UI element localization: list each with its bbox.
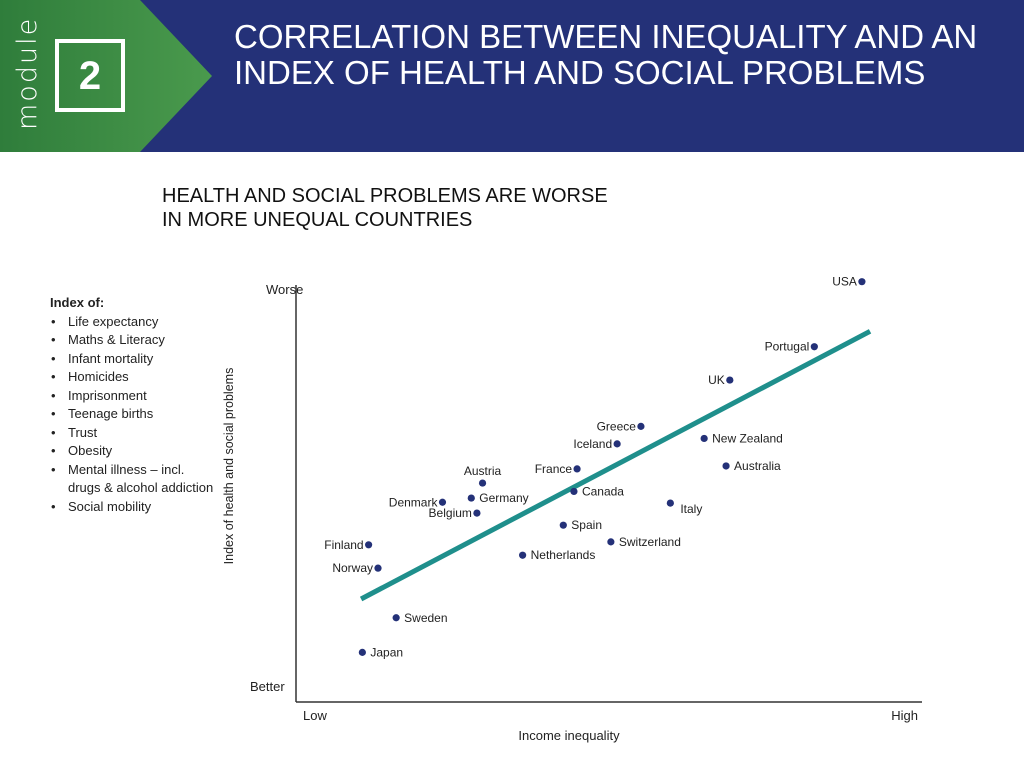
- x-high-label: High: [891, 708, 918, 723]
- header-background: [0, 0, 1024, 152]
- point-switzerland: [607, 538, 615, 546]
- point-label-austria: Austria: [464, 464, 502, 478]
- point-label-netherlands: Netherlands: [531, 548, 596, 562]
- point-australia: [722, 462, 730, 470]
- point-label-italy: Italy: [680, 502, 702, 516]
- index-item: Trust: [50, 424, 220, 443]
- point-label-iceland: Iceland: [573, 437, 612, 451]
- index-item: Homicides: [50, 368, 220, 387]
- point-label-finland: Finland: [324, 538, 363, 552]
- index-item: Imprisonment: [50, 387, 220, 406]
- point-label-germany: Germany: [479, 491, 528, 505]
- point-belgium: [473, 509, 481, 517]
- index-item: Infant mortality: [50, 350, 220, 369]
- point-new-zealand: [700, 434, 708, 443]
- point-germany: [467, 494, 475, 502]
- index-item: Social mobility: [50, 498, 220, 517]
- point-france: [573, 465, 581, 473]
- module-number: 2: [55, 39, 125, 112]
- subtitle-line-2: IN MORE UNEQUAL COUNTRIES: [162, 209, 473, 231]
- point-label-spain: Spain: [571, 518, 602, 532]
- index-item: Mental illness – incl. drugs & alcohol a…: [50, 461, 220, 498]
- point-label-sweden: Sweden: [404, 611, 447, 625]
- point-label-new-zealand: New Zealand: [712, 431, 783, 445]
- y-bottom-label: Better: [250, 679, 285, 694]
- point-sweden: [392, 614, 400, 622]
- subtitle-line-1: HEALTH AND SOCIAL PROBLEMS ARE WORSE: [162, 185, 608, 207]
- index-list: Life expectancy Maths & Literacy Infant …: [50, 313, 220, 517]
- point-label-portugal: Portugal: [765, 340, 810, 354]
- point-japan: [358, 648, 366, 656]
- x-axis-title: Income inequality: [518, 728, 620, 743]
- point-portugal: [810, 343, 818, 351]
- y-axis-title: Index of health and social problems: [222, 368, 236, 565]
- point-label-greece: Greece: [597, 419, 637, 433]
- header-green-chevron: [0, 0, 212, 152]
- point-label-canada: Canada: [582, 484, 624, 498]
- index-title: Index of:: [50, 295, 105, 310]
- index-item: Life expectancy: [50, 313, 220, 332]
- point-label-france: France: [535, 462, 573, 476]
- index-item: Teenage births: [50, 405, 220, 424]
- x-low-label: Low: [303, 708, 327, 723]
- point-spain: [559, 521, 567, 529]
- point-label-switzerland: Switzerland: [619, 535, 681, 549]
- point-canada: [570, 487, 578, 496]
- point-label-norway: Norway: [332, 561, 373, 575]
- chart-subtitle: HEALTH AND SOCIAL PROBLEMS ARE WORSE IN …: [162, 184, 762, 232]
- point-usa: [858, 278, 866, 286]
- point-finland: [365, 541, 373, 549]
- point-greece: [637, 422, 645, 430]
- index-item: Obesity: [50, 442, 220, 461]
- page-title: CORRELATION BETWEEN INEQUALITY AND AN IN…: [234, 18, 978, 91]
- trend-line: [359, 329, 872, 602]
- point-label-belgium: Belgium: [429, 506, 472, 520]
- data-points: USA Portugal UK Greece New Zealand Iceland Aus…: [324, 275, 866, 659]
- point-iceland: [613, 440, 621, 448]
- point-label-usa: USA: [832, 275, 857, 289]
- y-top-label: Worse: [266, 282, 303, 297]
- header-banner: module 2 CORRELATION BETWEEN INEQUALITY …: [0, 0, 1024, 152]
- index-legend: Index of: Life expectancy Maths & Litera…: [50, 294, 220, 516]
- point-label-japan: Japan: [370, 645, 403, 659]
- point-austria: [478, 479, 487, 487]
- point-label-australia: Australia: [734, 459, 781, 473]
- point-label-uk: UK: [708, 373, 725, 387]
- point-norway: [374, 564, 382, 572]
- point-uk: [726, 376, 734, 384]
- index-item: Maths & Literacy: [50, 331, 220, 350]
- point-label-denmark: Denmark: [389, 495, 439, 509]
- point-italy: [666, 499, 674, 507]
- point-netherlands: [519, 551, 527, 559]
- point-denmark: [438, 498, 447, 506]
